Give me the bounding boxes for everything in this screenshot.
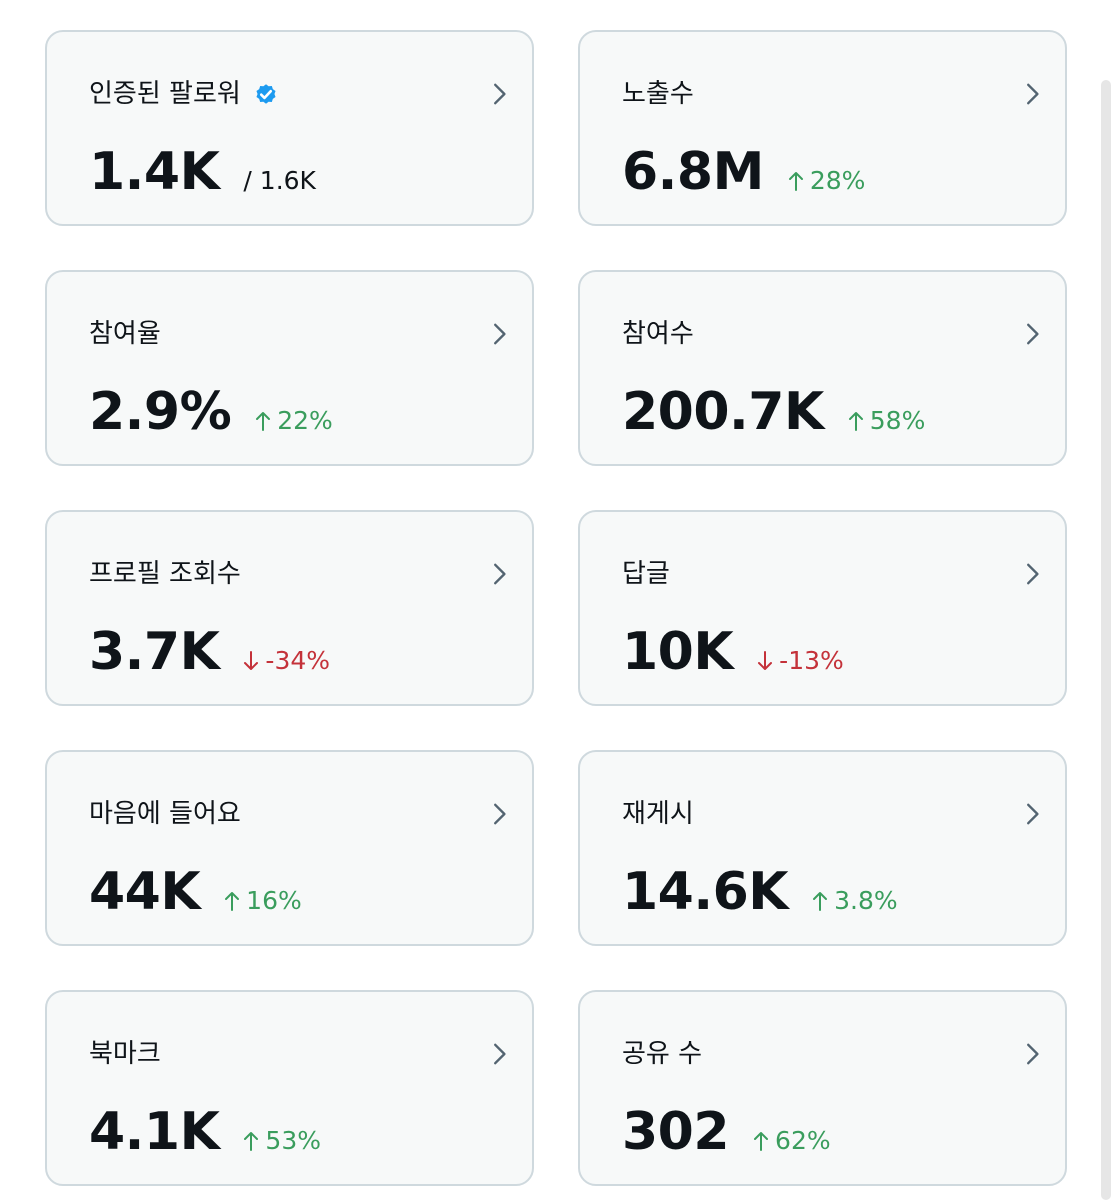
chevron-right-icon — [494, 83, 506, 105]
metric-delta-value: 53% — [265, 1126, 321, 1155]
metric-delta: 62% — [753, 1125, 831, 1157]
card-title-label: 답글 — [622, 559, 670, 589]
metric-card-bookmarks[interactable]: 북마크 4.1K 53% — [45, 990, 534, 1186]
metric-delta: 53% — [243, 1125, 321, 1157]
metric-delta: 28% — [788, 165, 866, 197]
chevron-right-icon — [494, 323, 506, 345]
metric-delta-value: 28% — [809, 166, 866, 195]
metric-card-engagement-rate[interactable]: 참여율 2.9% 22% — [45, 270, 534, 466]
arrow-up-icon — [848, 412, 863, 431]
metric-value: 302 — [622, 1102, 730, 1162]
card-title: 참여수 — [622, 316, 694, 352]
chevron-right-icon — [494, 803, 506, 825]
arrow-up-icon — [754, 1132, 769, 1151]
arrow-up-icon — [225, 892, 240, 911]
card-title: 북마크 — [89, 1036, 161, 1072]
card-title-label: 인증된 팔로워 — [89, 79, 241, 109]
metric-value: 14.6K — [622, 862, 789, 922]
metric-delta-value: -13% — [779, 646, 844, 675]
metric-delta-value: 58% — [869, 406, 926, 435]
card-title-label: 재게시 — [622, 799, 694, 829]
chevron-right-icon — [494, 1043, 506, 1065]
arrow-up-icon — [244, 1132, 259, 1151]
metric-card-replies[interactable]: 답글 10K -13% — [578, 510, 1067, 706]
metric-card-impressions[interactable]: 노출수 6.8M 28% — [578, 30, 1067, 226]
metric-value: 10K — [622, 622, 734, 682]
metric-value: 3.7K — [89, 622, 220, 682]
card-title-label: 북마크 — [89, 1039, 161, 1069]
value-row: 10K -13% — [622, 620, 844, 684]
chevron-right-icon — [1027, 83, 1039, 105]
value-row: 4.1K 53% — [89, 1100, 321, 1164]
value-row: 6.8M 28% — [622, 140, 865, 204]
metric-total: / 1.6K — [243, 166, 316, 195]
card-title: 재게시 — [622, 796, 694, 832]
chevron-right-icon — [494, 563, 506, 585]
card-title: 프로필 조회수 — [89, 556, 241, 592]
metric-delta-value: 62% — [775, 1126, 831, 1155]
scrollbar[interactable] — [1101, 80, 1111, 1200]
metric-delta-value: 3.8% — [834, 886, 898, 915]
arrow-up-icon — [788, 172, 803, 191]
card-title: 인증된 팔로워 — [89, 76, 279, 112]
metric-value: 44K — [89, 862, 201, 922]
chevron-right-icon — [1027, 803, 1039, 825]
card-title-label: 참여율 — [89, 319, 161, 349]
value-row: 1.4K / 1.6K — [89, 140, 316, 204]
card-title-label: 공유 수 — [622, 1039, 703, 1069]
card-title-label: 마음에 들어요 — [89, 799, 241, 829]
value-row: 302 62% — [622, 1100, 831, 1164]
value-row: 3.7K -34% — [89, 620, 330, 684]
card-title: 마음에 들어요 — [89, 796, 241, 832]
metric-card-profile-visits[interactable]: 프로필 조회수 3.7K -34% — [45, 510, 534, 706]
card-title: 답글 — [622, 556, 670, 592]
value-row: 14.6K 3.8% — [622, 860, 898, 924]
arrow-down-icon — [758, 651, 773, 670]
arrow-up-icon — [813, 892, 828, 911]
metric-card-likes[interactable]: 마음에 들어요 44K 16% — [45, 750, 534, 946]
metric-card-engagements[interactable]: 참여수 200.7K 58% — [578, 270, 1067, 466]
metric-value: 6.8M — [622, 142, 764, 202]
card-title-label: 참여수 — [622, 319, 694, 349]
metric-delta: 16% — [224, 885, 302, 917]
chevron-right-icon — [1027, 563, 1039, 585]
metric-value: 2.9% — [89, 382, 232, 442]
metric-delta: -34% — [243, 645, 330, 677]
metric-value: 4.1K — [89, 1102, 220, 1162]
metric-value: 200.7K — [622, 382, 824, 442]
metric-card-reposts[interactable]: 재게시 14.6K 3.8% — [578, 750, 1067, 946]
metric-delta: -13% — [757, 645, 844, 677]
chevron-right-icon — [1027, 1043, 1039, 1065]
metric-delta-value: -34% — [265, 646, 331, 675]
metrics-grid: 인증된 팔로워 1.4K / 1.6K 노출수 — [45, 30, 1067, 1186]
value-row: 44K 16% — [89, 860, 302, 924]
metric-card-shares[interactable]: 공유 수 302 62% — [578, 990, 1067, 1186]
card-title-label: 노출수 — [622, 79, 694, 109]
chevron-right-icon — [1027, 323, 1039, 345]
verified-badge-icon — [256, 84, 276, 104]
card-title: 참여율 — [89, 316, 161, 352]
card-title-label: 프로필 조회수 — [89, 559, 241, 589]
metric-delta: 3.8% — [812, 885, 898, 917]
value-row: 200.7K 58% — [622, 380, 925, 444]
metric-delta-value: 16% — [246, 886, 302, 915]
arrow-up-icon — [256, 412, 271, 431]
metric-delta: 58% — [848, 405, 926, 437]
metric-delta-value: 22% — [277, 406, 333, 435]
value-row: 2.9% 22% — [89, 380, 333, 444]
card-title: 공유 수 — [622, 1036, 702, 1072]
metric-card-verified-followers[interactable]: 인증된 팔로워 1.4K / 1.6K — [45, 30, 534, 226]
metric-delta: 22% — [255, 405, 333, 437]
metric-value: 1.4K — [89, 142, 220, 202]
arrow-down-icon — [244, 651, 259, 670]
card-title: 노출수 — [622, 76, 694, 112]
